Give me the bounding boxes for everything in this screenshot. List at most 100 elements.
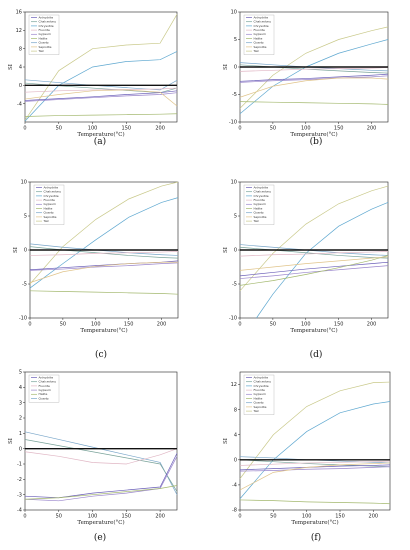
x-tick-label: 0 xyxy=(238,322,241,328)
series-line-gypsum xyxy=(239,265,389,279)
x-tick-label: 200 xyxy=(155,514,165,520)
series-line-anhydrite xyxy=(239,464,391,471)
y-tick-label: 5 xyxy=(19,370,22,376)
plot-frame xyxy=(239,371,391,511)
x-tick-label: 0 xyxy=(28,322,31,328)
x-tick-label: 100 xyxy=(301,322,311,328)
series-line-chrysotile xyxy=(239,401,391,499)
series-line-anhydrite xyxy=(24,90,178,101)
legend-entry: Talc xyxy=(38,49,45,53)
y-tick-label: 5 xyxy=(234,214,237,220)
legend-entry: Talc xyxy=(253,219,260,223)
series-line-sepiolite xyxy=(29,261,178,283)
legend-entry: Talc xyxy=(253,49,260,53)
x-tick-label: 50 xyxy=(270,322,276,328)
x-tick-label: 150 xyxy=(124,322,134,328)
legend-entry: Fluorite xyxy=(254,28,266,32)
series-line-fluorite xyxy=(24,448,178,465)
x-tick-label: 200 xyxy=(157,322,167,328)
series-line-chrysotile xyxy=(256,202,389,319)
series-line-halite xyxy=(29,290,179,295)
y-axis-label: SI xyxy=(223,64,229,70)
legend-entry: Fluorite xyxy=(254,388,266,392)
series-line-gypsum xyxy=(24,456,178,502)
legend-entry: Anhydrite xyxy=(39,15,54,19)
x-tick-label: 150 xyxy=(334,322,344,328)
y-axis-label: SI xyxy=(223,247,229,253)
legend-entry: Gypsum xyxy=(254,32,266,36)
y-axis-label: SI xyxy=(8,438,14,444)
y-axis-label: SI xyxy=(223,438,229,444)
x-tick-label: 100 xyxy=(301,126,311,132)
y-axis-label: SI xyxy=(13,247,19,253)
y-tick-label: 5 xyxy=(234,37,237,43)
x-tick-label: 200 xyxy=(155,126,165,132)
x-tick-label: 50 xyxy=(56,514,62,520)
panel-caption: (c) xyxy=(95,349,107,360)
legend-entry: Sepiolite xyxy=(254,405,267,409)
legend-entry: Sepiolite xyxy=(254,215,267,219)
x-tick-label: 100 xyxy=(88,514,98,520)
y-tick-label: 16 xyxy=(16,10,22,16)
y-tick-label: 12 xyxy=(16,28,22,34)
y-tick-label: -3 xyxy=(17,492,22,498)
legend-entry: Gypsum xyxy=(39,388,51,392)
legend-entry: Quartz xyxy=(39,41,50,45)
legend-entry: Chalcedony xyxy=(39,20,57,24)
panel-caption: (d) xyxy=(310,349,323,360)
x-tick-label: 100 xyxy=(88,126,98,132)
series-line-halite xyxy=(239,499,391,505)
legend-entry: Gypsum xyxy=(254,202,266,206)
y-tick-label: 0 xyxy=(24,248,27,254)
legend-entry: Quartz xyxy=(254,211,265,215)
y-tick-label: 4 xyxy=(234,432,237,438)
y-tick-label: -8 xyxy=(232,508,237,514)
legend-entry: Chrysotile xyxy=(254,24,269,28)
series-line-quartz xyxy=(239,62,389,72)
series-line-gypsum xyxy=(239,466,391,472)
series-line-halite xyxy=(239,101,389,105)
series-line-chrysotile xyxy=(239,39,389,115)
series-line-quartz xyxy=(24,79,178,91)
series-line-sepiolite xyxy=(24,89,178,107)
legend-entry: Chrysotile xyxy=(39,24,54,28)
legend-entry: Fluorite xyxy=(254,198,266,202)
y-tick-label: 0 xyxy=(234,65,237,71)
legend-entry: Halite xyxy=(44,206,53,210)
x-tick-label: 50 xyxy=(56,126,62,132)
series-line-sepiolite xyxy=(239,462,391,491)
x-tick-label: 0 xyxy=(23,514,26,520)
x-tick-label: 150 xyxy=(122,514,132,520)
legend-entry: Chalcedony xyxy=(39,380,57,384)
series-line-halite xyxy=(239,255,389,286)
series-line-chalcedony xyxy=(239,246,389,259)
x-tick-label: 0 xyxy=(238,126,241,132)
series-line-talc xyxy=(24,14,178,121)
x-tick-label: 150 xyxy=(335,514,345,520)
y-tick-label: -10 xyxy=(229,120,237,126)
x-tick-label: 200 xyxy=(369,514,379,520)
legend-entry: Gypsum xyxy=(254,392,266,396)
legend-entry: Chalcedony xyxy=(254,20,272,24)
y-tick-label: -1 xyxy=(17,462,22,468)
legend-entry: Anhydrite xyxy=(254,375,269,379)
panel-caption: (b) xyxy=(310,136,323,147)
panel-caption: (f) xyxy=(311,532,321,543)
series-line-anhydrite xyxy=(239,261,389,277)
y-tick-label: -4 xyxy=(17,101,22,107)
legend-entry: Chrysotile xyxy=(44,194,59,198)
y-tick-label: -10 xyxy=(229,316,237,322)
y-tick-label: 0 xyxy=(234,248,237,254)
y-tick-label: 10 xyxy=(231,180,237,186)
y-tick-label: 1 xyxy=(19,431,22,437)
legend-entry: Gypsum xyxy=(44,202,56,206)
legend-entry: Sepiolite xyxy=(44,215,57,219)
plot-frame xyxy=(24,371,178,511)
y-tick-label: 4 xyxy=(19,385,22,391)
x-tick-label: 50 xyxy=(60,322,66,328)
legend-entry: Halite xyxy=(254,396,263,400)
y-tick-label: 10 xyxy=(231,10,237,16)
